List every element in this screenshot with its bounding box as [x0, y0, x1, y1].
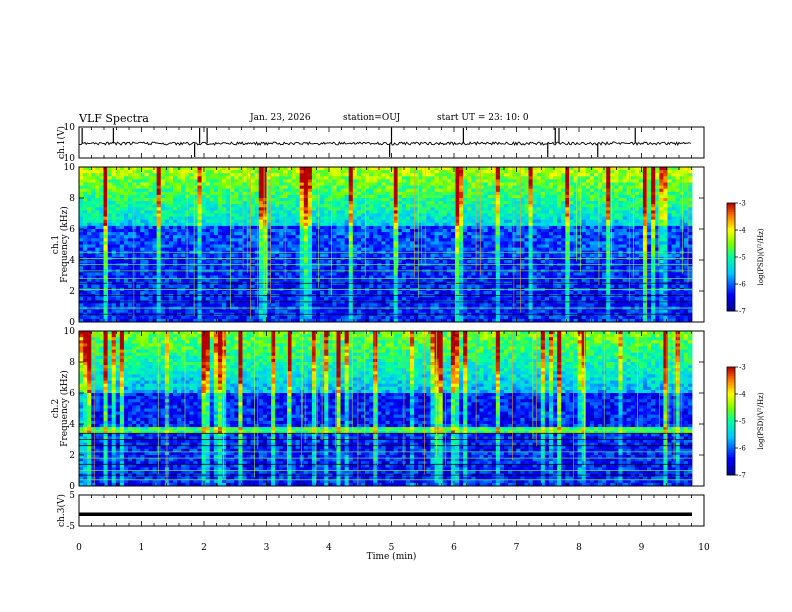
- x-tick-label: 5: [389, 543, 395, 553]
- colorbar-tick-label: -6: [739, 445, 746, 453]
- y-tick-label: 8: [69, 358, 75, 368]
- colorbar-tick-label: -3: [739, 364, 746, 372]
- chart-title: VLF Spectra: [79, 112, 149, 125]
- colorbar-tick-label: -4: [739, 391, 746, 399]
- y-tick-label: 0: [69, 482, 75, 492]
- y-tick-label: 10: [64, 163, 76, 173]
- y-tick-label: 2: [69, 287, 75, 297]
- colorbar-tick-label: -4: [739, 227, 746, 235]
- y-tick-label: -10: [61, 154, 76, 164]
- y-axis-label: Frequency (kHz): [59, 206, 70, 283]
- spectrogram-1: [79, 167, 693, 323]
- x-tick-label: 9: [639, 543, 645, 553]
- colorbar-tick-label: -6: [739, 281, 746, 289]
- y-tick-label: -5: [66, 522, 75, 532]
- y-axis-label: ch.1(V): [56, 126, 67, 159]
- x-tick-label: 2: [201, 543, 207, 553]
- x-tick-label: 6: [451, 543, 457, 553]
- start-time-label: start UT = 23: 10: 0: [437, 113, 529, 123]
- x-tick-label: 1: [139, 543, 145, 553]
- x-tick-label: 10: [698, 543, 710, 553]
- y-tick-label: 2: [69, 451, 75, 461]
- x-tick-label: 0: [76, 543, 82, 553]
- y-axis-label: ch.2: [51, 399, 61, 418]
- x-axis-label: Time (min): [367, 551, 417, 562]
- colorbar-ch1: -3 -4 -5 -6 -7 log(PSD)(V²/Hz): [726, 200, 765, 316]
- y-tick-label: 8: [69, 194, 75, 204]
- colorbar-ch2: -3 -4 -5 -6 -7 log(PSD)(V²/Hz): [726, 364, 765, 480]
- colorbar-label: log(PSD)(V²/Hz): [757, 228, 765, 285]
- colorbar-tick-label: -7: [739, 472, 746, 480]
- y-tick-label: 10: [64, 123, 76, 133]
- y-tick-label: 10: [64, 327, 76, 337]
- x-tick-label: 7: [514, 543, 520, 553]
- ch1-waveform-line: [78, 140, 692, 147]
- y-axis-label: Frequency (kHz): [59, 370, 70, 447]
- station-label: station=OUJ: [343, 113, 401, 123]
- y-tick-label: 4: [69, 420, 75, 430]
- y-tick-label: 5: [69, 491, 75, 501]
- y-tick-label: 0: [69, 318, 75, 328]
- colorbar-tick-label: -3: [739, 200, 746, 208]
- y-tick-label: 4: [69, 256, 75, 266]
- x-tick-label: 4: [326, 543, 332, 553]
- y-axis-label: ch.3(V): [56, 494, 67, 527]
- date-label: Jan. 23, 2026: [250, 113, 311, 123]
- spectrogram-2: [79, 331, 693, 487]
- colorbar-tick-label: -7: [739, 308, 746, 316]
- x-tick-label: 8: [576, 543, 582, 553]
- colorbar-label: log(PSD)(V²/Hz): [757, 392, 765, 449]
- y-axis-label: ch.1: [51, 235, 61, 254]
- colorbar-tick-label: -5: [739, 254, 746, 262]
- colorbar-tick-label: -5: [739, 418, 746, 426]
- y-tick-label: 6: [69, 389, 75, 399]
- x-tick-label: 3: [264, 543, 270, 553]
- y-tick-label: 6: [69, 225, 75, 235]
